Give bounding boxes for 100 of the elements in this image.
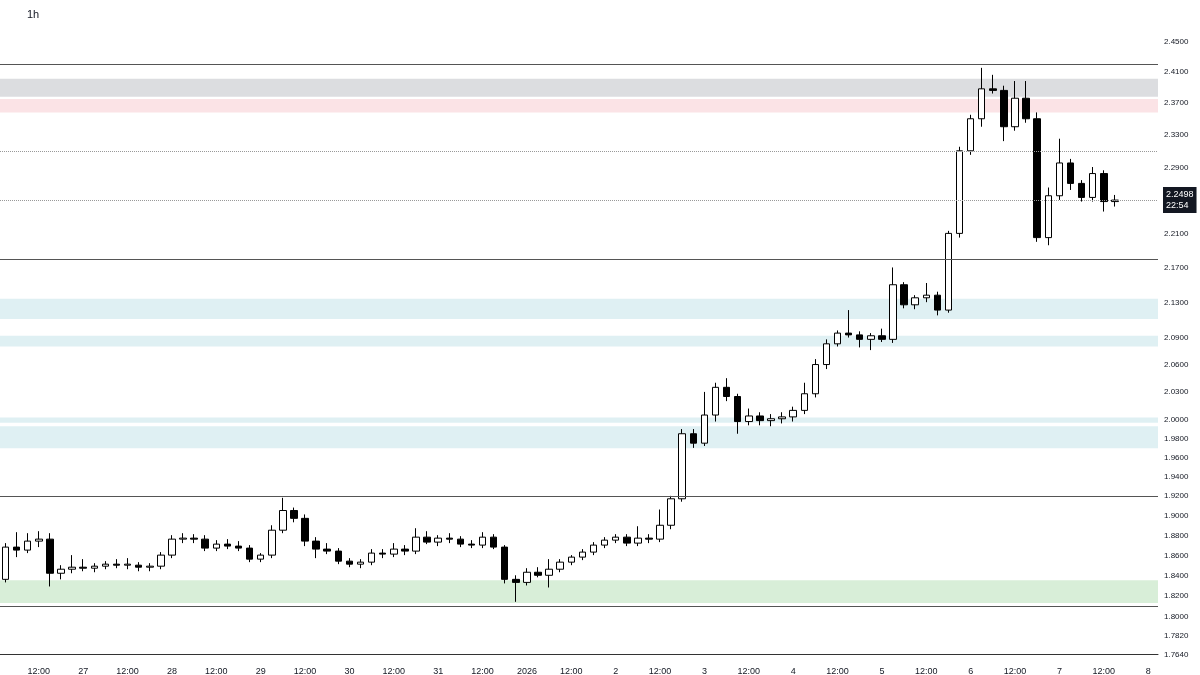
candlestick — [889, 266, 897, 344]
candlestick — [512, 574, 520, 603]
candlestick — [479, 531, 486, 549]
y-tick-label: 1.8200 — [1164, 591, 1190, 601]
x-tick-label: 12:00 — [27, 665, 51, 675]
candlestick — [335, 547, 342, 565]
candlestick — [390, 542, 398, 558]
y-tick-label: 2.0900 — [1164, 333, 1190, 343]
candlestick — [690, 428, 697, 449]
candlestick — [967, 114, 974, 156]
candlestick — [645, 533, 653, 544]
y-tick-label: 1.7640 — [1164, 649, 1190, 659]
candlestick — [446, 532, 453, 544]
candlestick — [523, 567, 531, 586]
candlestick — [201, 534, 209, 552]
candlestick — [634, 525, 642, 547]
x-tick-label: 2026 — [516, 665, 537, 675]
candlestick — [701, 391, 708, 447]
candlestick — [146, 562, 154, 572]
y-tick-label: 1.9600 — [1164, 452, 1190, 462]
candlestick — [734, 393, 741, 435]
candlestick — [368, 548, 375, 566]
candlestick — [878, 328, 886, 343]
candlestick — [612, 533, 619, 544]
candlestick — [568, 554, 575, 566]
candlestick — [257, 552, 264, 563]
candlestick — [1078, 179, 1085, 203]
candlestick — [357, 558, 364, 569]
y-tick-label: 1.7820 — [1164, 630, 1190, 640]
y-tick-label: 1.9800 — [1164, 433, 1190, 443]
x-tick-label: 7 — [1056, 665, 1062, 675]
candlestick — [823, 338, 830, 370]
x-tick-label: 29 — [255, 665, 266, 675]
candlestick — [1000, 85, 1008, 142]
candlestick — [856, 330, 863, 348]
candlestick — [801, 382, 808, 415]
candlestick — [213, 539, 220, 552]
x-tick-label: 12:00 — [382, 665, 406, 675]
candlestick — [978, 67, 985, 128]
candlestick — [24, 532, 31, 554]
candlestick — [545, 558, 553, 588]
x-tick-label: 12:00 — [648, 665, 672, 675]
candlestick — [46, 532, 54, 587]
candlestick — [867, 332, 875, 351]
candlestick — [434, 534, 442, 547]
y-tick-label: 2.2900 — [1164, 162, 1190, 172]
x-tick-label: 27 — [78, 665, 89, 675]
candlestick — [534, 566, 542, 578]
candlestick — [590, 541, 597, 556]
x-tick-label: 12:00 — [560, 665, 583, 675]
x-tick-label: 31 — [433, 665, 444, 675]
candlestick — [601, 536, 608, 549]
candlestick — [290, 507, 298, 523]
y-tick-label: 2.1700 — [1164, 262, 1190, 272]
x-tick-label: 12:00 — [1092, 665, 1116, 675]
candlestick — [312, 536, 320, 559]
x-tick-label: 28 — [166, 665, 177, 675]
candlestick — [412, 527, 420, 555]
candlestick — [1089, 166, 1096, 203]
candlestick — [923, 282, 930, 303]
candlestick — [767, 413, 775, 427]
candlestick — [834, 329, 841, 348]
y-tick-label: 2.3300 — [1164, 130, 1190, 140]
candlestick — [91, 562, 98, 573]
y-tick-label: 2.1300 — [1164, 297, 1190, 307]
candlestick — [113, 558, 120, 569]
x-tick-label: 12:00 — [116, 665, 139, 675]
candlestick — [845, 309, 852, 339]
y-tick-label: 1.9400 — [1164, 472, 1190, 482]
candlestick — [124, 557, 131, 570]
candlestick — [13, 531, 20, 558]
candlestick — [789, 406, 797, 423]
candlestick — [667, 495, 675, 530]
candlestick — [623, 533, 631, 547]
candlestick — [79, 558, 87, 572]
candlestick — [135, 561, 142, 572]
candlestick — [268, 524, 276, 559]
candlestick — [468, 539, 475, 549]
y-tick-label: 2.0300 — [1164, 387, 1190, 397]
candlestick — [556, 558, 564, 573]
candlestick — [934, 291, 941, 316]
candlestick — [712, 382, 719, 423]
candlestick — [102, 560, 109, 570]
x-tick-label: 8 — [1145, 665, 1151, 675]
candlestick — [490, 533, 497, 550]
candlestick — [678, 428, 686, 503]
candlestick — [756, 411, 764, 426]
candlestick — [956, 146, 963, 239]
y-tick-label: 2.3700 — [1164, 98, 1190, 108]
x-tick-label: 12:00 — [205, 665, 228, 675]
x-tick-label: 30 — [344, 665, 355, 675]
y-tick-label: 1.9200 — [1164, 491, 1190, 501]
candlestick — [301, 513, 309, 547]
y-tick-label: 2.0000 — [1164, 415, 1190, 425]
candlestick — [1033, 111, 1041, 243]
candlestick — [1056, 138, 1063, 201]
candlestick — [656, 509, 664, 543]
x-tick-label: 12:00 — [293, 665, 317, 675]
y-tick-label: 2.4500 — [1164, 36, 1190, 46]
y-tick-label: 2.4100 — [1164, 67, 1190, 77]
